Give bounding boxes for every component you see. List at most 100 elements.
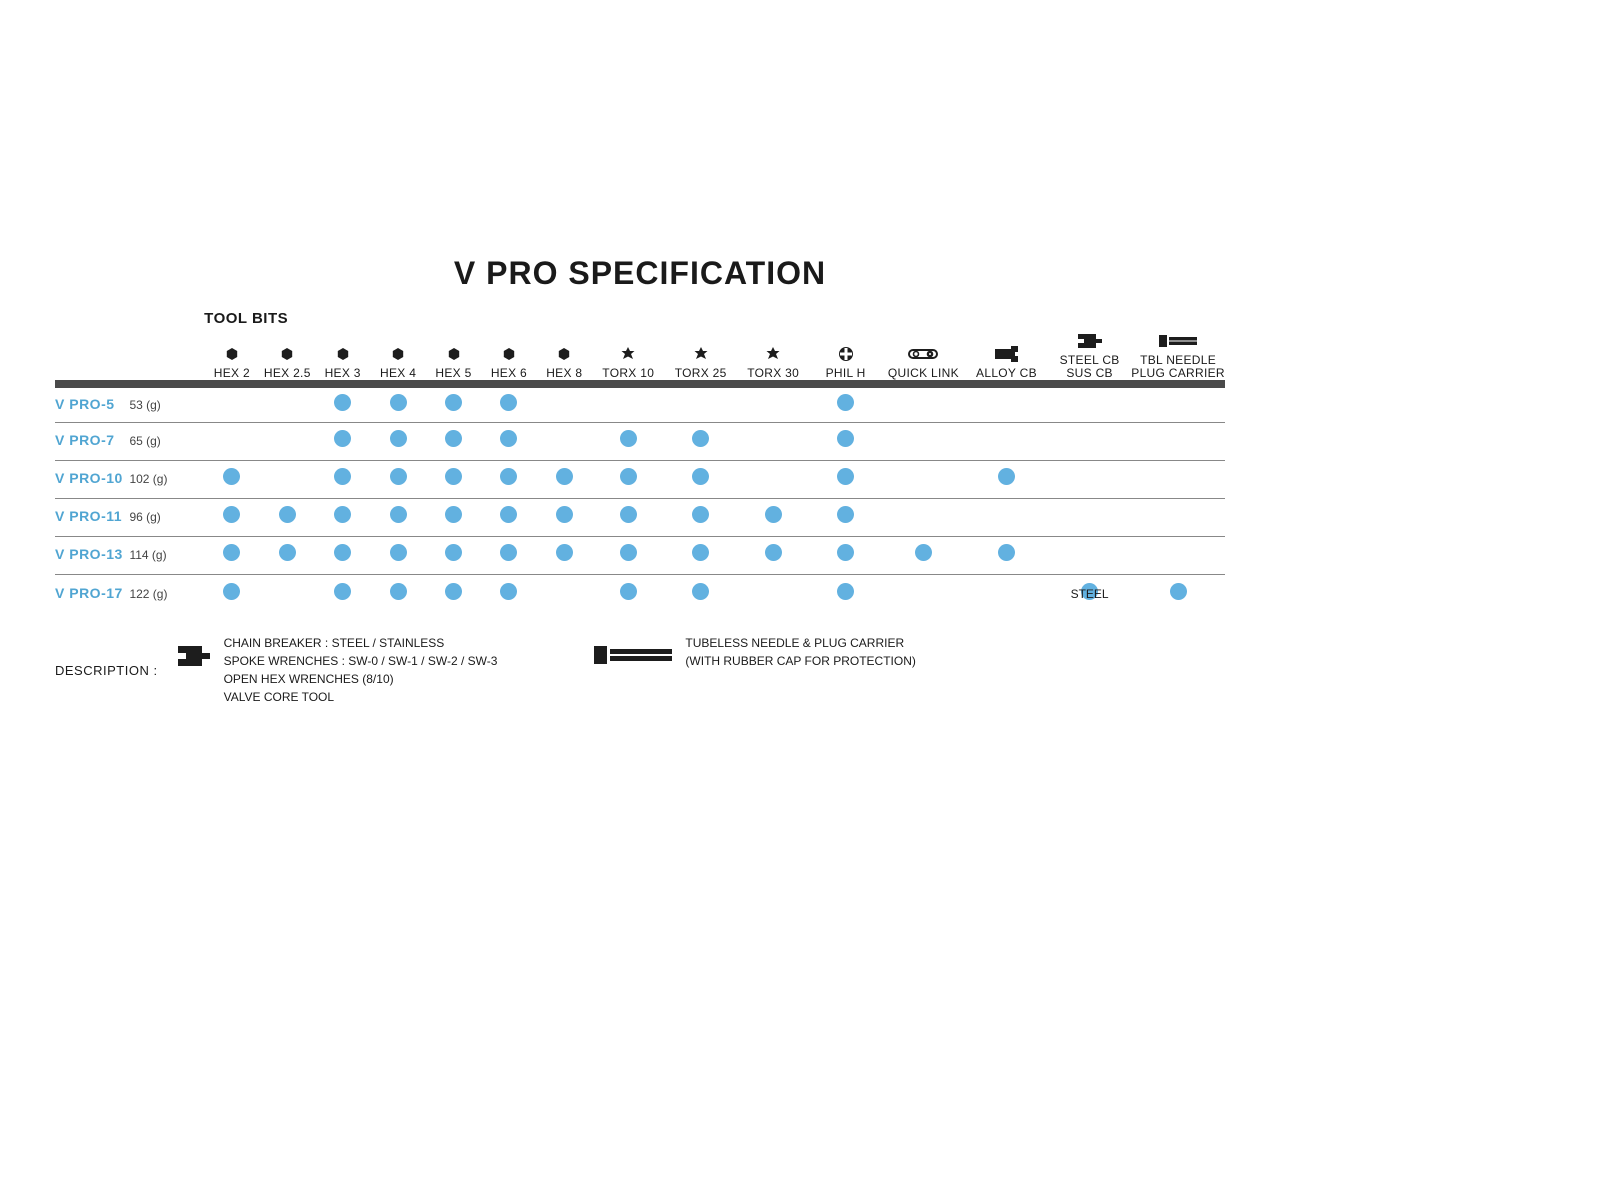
col-hex4: HEX 4 [370,328,425,384]
cell-alloycb [965,536,1048,574]
model-name: V PRO-13 [55,546,125,562]
feature-dot [620,430,637,447]
cell-hex25 [260,384,315,422]
hex-icon [260,341,315,367]
feature-dot [334,430,351,447]
hex-icon [204,341,259,367]
cell-hex8 [537,536,592,574]
steel-indicator: STEEL [1081,583,1098,605]
cell-hex2 [204,422,259,460]
cell-hex25 [260,574,315,612]
model-cell: V PRO-17 122 (g) [55,574,204,612]
cell-steelcb: STEEL [1048,574,1131,612]
model-name: V PRO-17 [55,585,125,601]
cell-philh [809,422,881,460]
hex-icon [370,341,425,367]
cell-hex2 [204,536,259,574]
col-hex8: HEX 8 [537,328,592,384]
cell-philh [809,536,881,574]
cell-hex3 [315,498,370,536]
feature-dot [620,506,637,523]
cell-hex4 [370,384,425,422]
cell-torx10 [592,536,664,574]
col-philh: PHIL H [809,328,881,384]
model-cell: V PRO-11 96 (g) [55,498,204,536]
feature-dot [500,544,517,561]
feature-dot [223,544,240,561]
feature-dot [223,583,240,600]
col-hex6: HEX 6 [481,328,536,384]
description-text-2: TUBELESS NEEDLE & PLUG CARRIER(WITH RUBB… [685,634,915,670]
feature-dot [390,394,407,411]
cell-hex5 [426,574,481,612]
feature-dot [837,583,854,600]
needle-icon [593,634,673,666]
description-block-2: TUBELESS NEEDLE & PLUG CARRIER(WITH RUBB… [593,634,915,670]
model-weight: 114 (g) [129,548,166,562]
cell-torx25 [664,536,736,574]
cell-hex6 [481,574,536,612]
feature-dot [620,583,637,600]
wrench-icon [965,341,1048,367]
cell-philh [809,574,881,612]
cell-hex2 [204,498,259,536]
cell-torx30 [737,460,809,498]
feature-dot [500,430,517,447]
needle-icon [1131,328,1225,354]
cell-quicklink [882,384,965,422]
table-row: V PRO-11 96 (g) [55,498,1225,536]
cell-hex2 [204,384,259,422]
cell-hex8 [537,574,592,612]
model-weight: 96 (g) [129,510,160,524]
col-torx30: TORX 30 [737,328,809,384]
cell-torx10 [592,460,664,498]
quicklink-icon [882,341,965,367]
feature-dot [692,506,709,523]
col-quicklink: QUICK LINK [882,328,965,384]
cell-steelcb [1048,384,1131,422]
cell-hex5 [426,460,481,498]
cell-hex4 [370,460,425,498]
spec-table-container: V PRO SPECIFICATION TOOL BITS HEX 2 HEX … [55,255,1225,706]
model-name: V PRO-5 [55,396,125,412]
cell-torx10 [592,384,664,422]
cell-torx25 [664,422,736,460]
feature-dot [692,583,709,600]
model-cell: V PRO-5 53 (g) [55,384,204,422]
cell-hex5 [426,536,481,574]
cell-tblneedle [1131,498,1225,536]
cell-torx25 [664,384,736,422]
cell-hex25 [260,460,315,498]
cell-hex3 [315,422,370,460]
col-torx10: TORX 10 [592,328,664,384]
feature-dot [334,468,351,485]
cell-hex4 [370,422,425,460]
chainbreak-icon [176,634,212,668]
cell-hex25 [260,422,315,460]
feature-dot [390,430,407,447]
col-tblneedle: TBL NEEDLEPLUG CARRIER [1131,328,1225,384]
col-alloycb: ALLOY CB [965,328,1048,384]
feature-dot [692,468,709,485]
feature-dot [334,394,351,411]
model-name: V PRO-7 [55,432,125,448]
toolbits-label-row: TOOL BITS [55,310,1225,328]
model-weight: 65 (g) [129,434,160,448]
hex-icon [426,341,481,367]
feature-dot [390,468,407,485]
table-row: V PRO-7 65 (g) [55,422,1225,460]
model-cell: V PRO-7 65 (g) [55,422,204,460]
col-hex2: HEX 2 [204,328,259,384]
cell-torx10 [592,574,664,612]
feature-dot [692,430,709,447]
cell-hex3 [315,574,370,612]
cell-torx30 [737,384,809,422]
cell-alloycb [965,422,1048,460]
feature-dot [334,544,351,561]
feature-dot [620,544,637,561]
cell-quicklink [882,498,965,536]
cell-torx25 [664,498,736,536]
table-row: V PRO-13 114 (g) [55,536,1225,574]
hex-icon [537,341,592,367]
cell-hex5 [426,422,481,460]
